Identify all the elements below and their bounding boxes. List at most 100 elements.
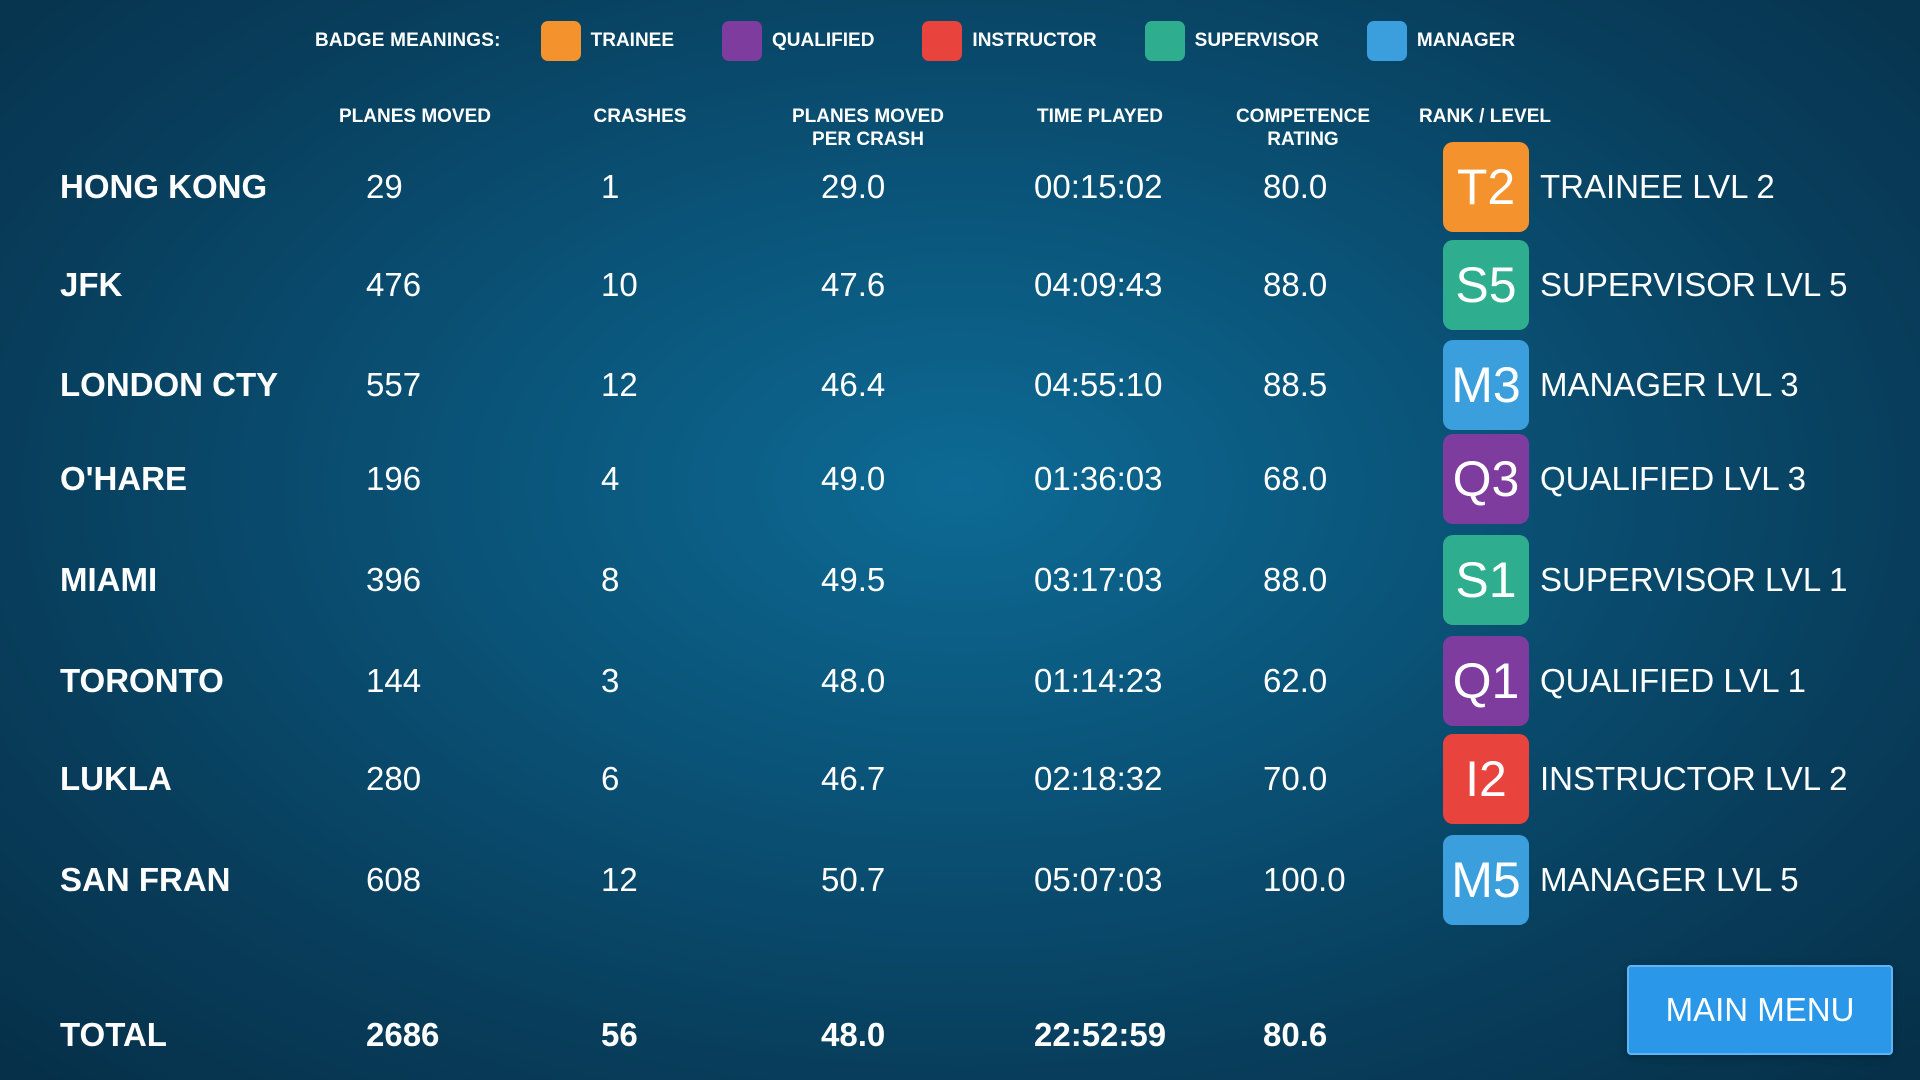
legend-label: TRAINEE xyxy=(590,30,675,51)
legend-label: QUALIFIED xyxy=(772,30,875,51)
per-crash-value: 49.0 xyxy=(821,460,886,497)
header-rank-level: RANK / LEVEL xyxy=(1419,106,1551,127)
badge-legend: BADGE MEANINGS: TRAINEE QUALIFIED INSTRU… xyxy=(315,20,1563,62)
qualified-swatch xyxy=(722,21,763,61)
competence-value: 70.0 xyxy=(1263,760,1328,797)
table-row: O'HARE 196 4 49.0 01:36:03 68.0 Q3 QUALIFIED LV… xyxy=(0,434,1920,524)
time-played-value: 03:17:03 xyxy=(1034,561,1163,598)
crashes-value: 12 xyxy=(601,861,638,898)
airport-name: TORONTO xyxy=(60,662,224,699)
rank-badge: Q3 xyxy=(1443,434,1529,524)
total-label: TOTAL xyxy=(60,1016,167,1053)
time-played-value: 01:14:23 xyxy=(1034,662,1163,699)
table-row: TORONTO 144 3 48.0 01:14:23 62.0 Q1 QUALIFIED L… xyxy=(0,636,1920,726)
rank-label: QUALIFIED LVL 3 xyxy=(1540,460,1806,497)
per-crash-value: 50.7 xyxy=(821,861,886,898)
rank-label: MANAGER LVL 3 xyxy=(1540,366,1799,403)
header-crashes: CRASHES xyxy=(593,106,687,127)
rank-badge: Q1 xyxy=(1443,636,1529,726)
time-played-value: 02:18:32 xyxy=(1034,760,1163,797)
rank-badge: M3 xyxy=(1443,340,1529,430)
rank-badge: S1 xyxy=(1443,535,1529,625)
rank-badge: T2 xyxy=(1443,142,1529,232)
legend-item-instructor: INSTRUCTOR xyxy=(922,21,1097,61)
airport-name: SAN FRAN xyxy=(60,861,231,898)
total-planes-moved: 2686 xyxy=(366,1016,440,1053)
competence-value: 88.0 xyxy=(1263,561,1328,598)
airport-name: LONDON CTY xyxy=(60,366,279,403)
planes-moved-value: 196 xyxy=(366,460,422,497)
crashes-value: 3 xyxy=(601,662,620,699)
airport-name: LUKLA xyxy=(60,760,172,797)
table-row: SAN FRAN 608 12 50.7 05:07:03 100.0 M5 MANAGER … xyxy=(0,835,1920,925)
planes-moved-value: 476 xyxy=(366,266,422,303)
airport-name: O'HARE xyxy=(60,460,188,497)
table-row: LUKLA 280 6 46.7 02:18:32 70.0 I2 INSTRUCTOR LV… xyxy=(0,734,1920,824)
per-crash-value: 46.7 xyxy=(821,760,886,797)
time-played-value: 05:07:03 xyxy=(1034,861,1163,898)
rank-badge: S5 xyxy=(1443,240,1529,330)
crashes-value: 1 xyxy=(601,168,620,205)
legend-title: BADGE MEANINGS: xyxy=(315,30,501,51)
legend-label: SUPERVISOR xyxy=(1194,30,1319,51)
total-time-played: 22:52:59 xyxy=(1034,1016,1167,1053)
per-crash-value: 29.0 xyxy=(821,168,886,205)
table-row: HONG KONG 29 1 29.0 00:15:02 80.0 T2 TRAINEE LV… xyxy=(0,142,1920,232)
time-played-value: 01:36:03 xyxy=(1034,460,1163,497)
per-crash-value: 46.4 xyxy=(821,366,886,403)
competence-value: 88.0 xyxy=(1263,266,1328,303)
manager-swatch xyxy=(1366,21,1407,61)
crashes-value: 6 xyxy=(601,760,620,797)
table-row: MIAMI 396 8 49.5 03:17:03 88.0 S1 SUPERVISOR LV… xyxy=(0,535,1920,625)
legend-item-qualified: QUALIFIED xyxy=(722,21,874,61)
legend-label: INSTRUCTOR xyxy=(972,30,1097,51)
airport-name: JFK xyxy=(60,266,123,303)
rank-label: TRAINEE LVL 2 xyxy=(1540,168,1775,205)
time-played-value: 04:09:43 xyxy=(1034,266,1163,303)
planes-moved-value: 29 xyxy=(366,168,403,205)
crashes-value: 12 xyxy=(601,366,638,403)
time-played-value: 00:15:02 xyxy=(1034,168,1163,205)
planes-moved-value: 557 xyxy=(366,366,422,403)
table-row: JFK 476 10 47.6 04:09:43 88.0 S5 SUPERVISOR LVL… xyxy=(0,240,1920,330)
planes-moved-value: 608 xyxy=(366,861,422,898)
rank-label: MANAGER LVL 5 xyxy=(1540,861,1799,898)
competence-value: 62.0 xyxy=(1263,662,1328,699)
per-crash-value: 48.0 xyxy=(821,662,886,699)
rank-badge: M5 xyxy=(1443,835,1529,925)
main-menu-button[interactable]: MAIN MENU xyxy=(1627,965,1893,1055)
legend-item-trainee: TRAINEE xyxy=(540,21,675,61)
planes-moved-value: 144 xyxy=(366,662,422,699)
competence-value: 80.0 xyxy=(1263,168,1328,205)
trainee-swatch xyxy=(540,21,581,61)
legend-item-supervisor: SUPERVISOR xyxy=(1144,21,1319,61)
competence-value: 88.5 xyxy=(1263,366,1328,403)
competence-value: 68.0 xyxy=(1263,460,1328,497)
planes-moved-value: 280 xyxy=(366,760,422,797)
total-per-crash: 48.0 xyxy=(821,1016,886,1053)
rank-label: SUPERVISOR LVL 1 xyxy=(1540,561,1848,598)
header-competence-rating: COMPETENCE RATING xyxy=(1235,106,1371,150)
header-planes-per-crash: PLANES MOVED PER CRASH xyxy=(791,106,945,150)
total-row: TOTAL 2686 56 48.0 22:52:59 80.6 xyxy=(0,990,1920,1080)
rank-label: QUALIFIED LVL 1 xyxy=(1540,662,1806,699)
legend-label: MANAGER xyxy=(1416,30,1516,51)
time-played-value: 04:55:10 xyxy=(1034,366,1163,403)
total-competence: 80.6 xyxy=(1263,1016,1328,1053)
competence-value: 100.0 xyxy=(1263,861,1346,898)
crashes-value: 4 xyxy=(601,460,620,497)
header-planes-moved: PLANES MOVED xyxy=(338,106,492,127)
rank-badge: I2 xyxy=(1443,734,1529,824)
crashes-value: 8 xyxy=(601,561,620,598)
planes-moved-value: 396 xyxy=(366,561,422,598)
airport-name: HONG KONG xyxy=(60,168,268,205)
per-crash-value: 47.6 xyxy=(821,266,886,303)
per-crash-value: 49.5 xyxy=(821,561,886,598)
airport-name: MIAMI xyxy=(60,561,158,598)
supervisor-swatch xyxy=(1144,21,1185,61)
table-row: LONDON CTY 557 12 46.4 04:55:10 88.5 M3 MANAGER… xyxy=(0,340,1920,430)
legend-item-manager: MANAGER xyxy=(1366,21,1516,61)
header-time-played: TIME PLAYED xyxy=(1037,106,1163,127)
rank-label: INSTRUCTOR LVL 2 xyxy=(1540,760,1848,797)
crashes-value: 10 xyxy=(601,266,638,303)
